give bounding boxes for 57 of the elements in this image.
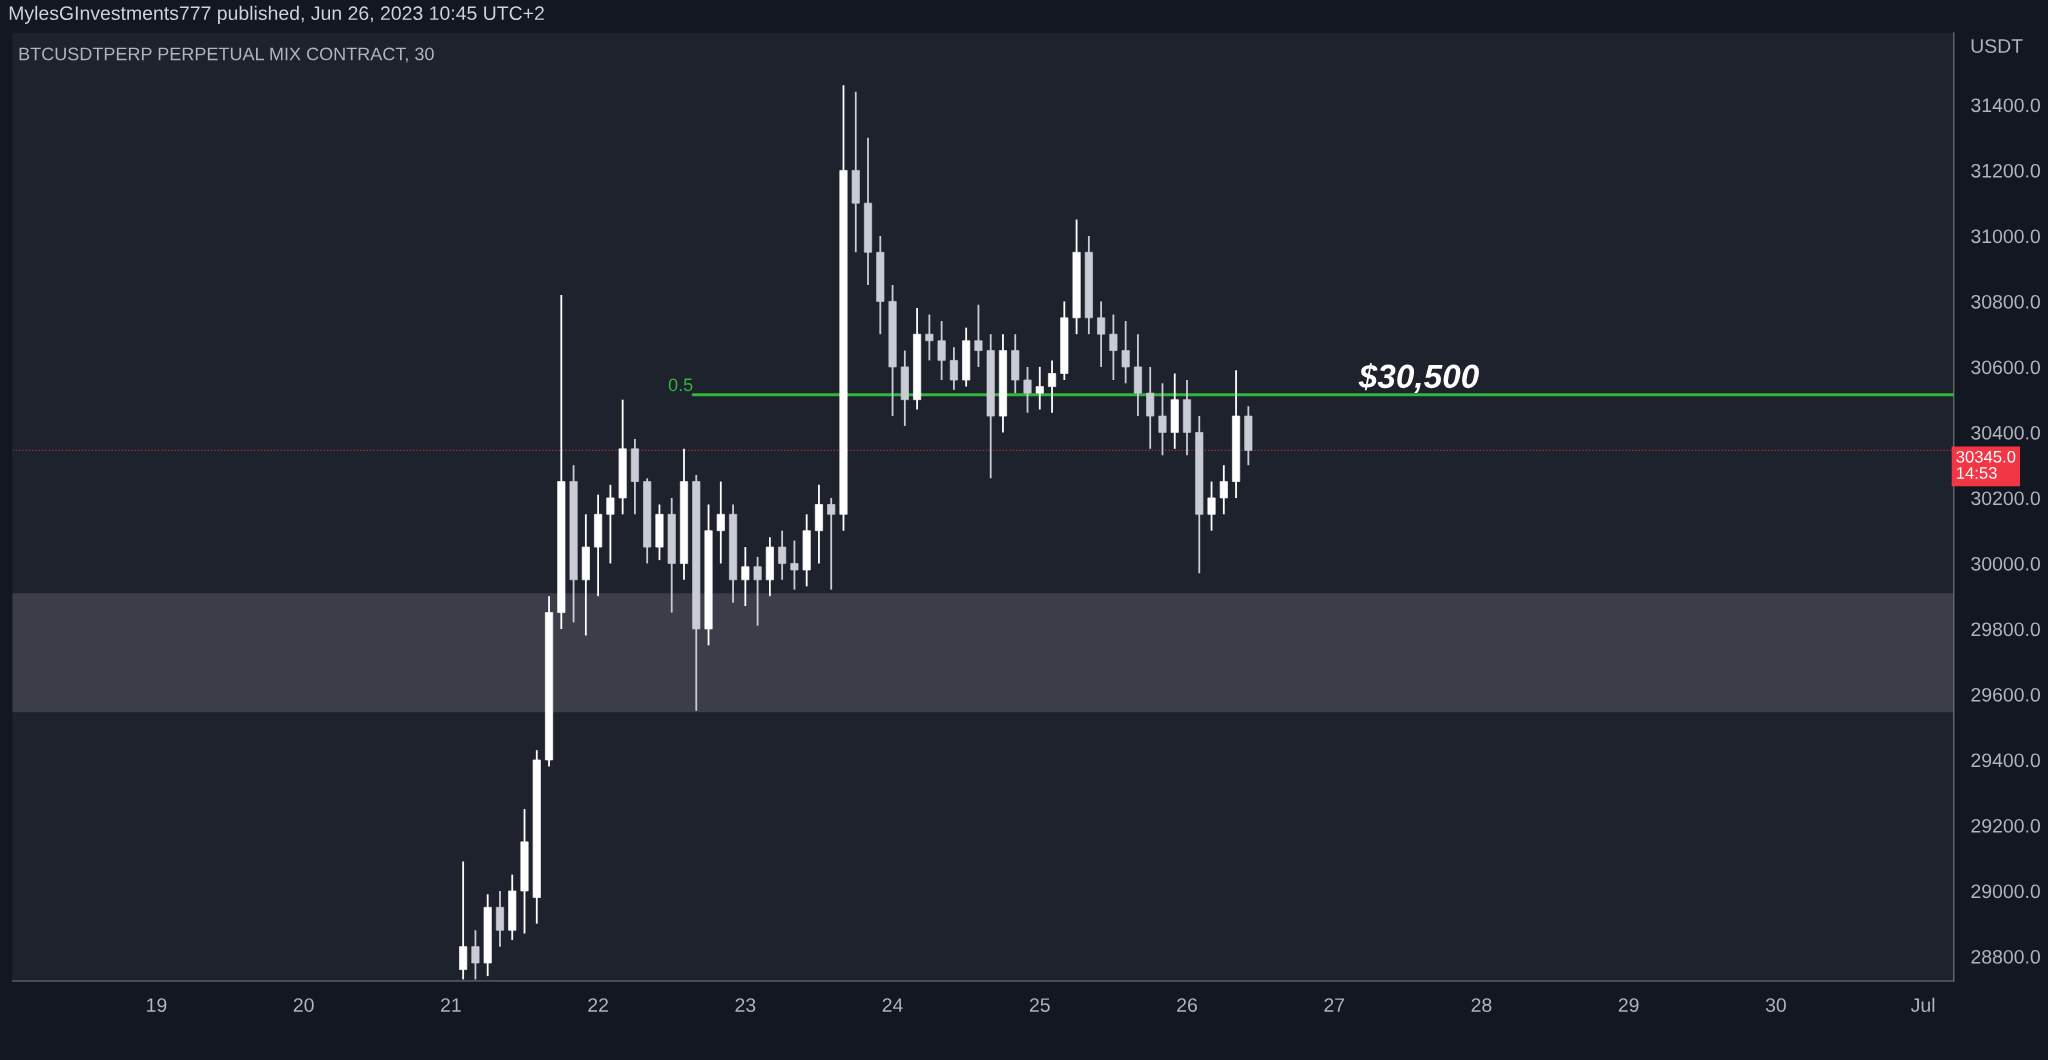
candlestick: [1035, 366, 1044, 411]
y-tick-label: 31000.0: [1971, 229, 2040, 244]
x-tick-label: 27: [1324, 998, 1345, 1012]
candlestick: [741, 546, 750, 607]
candlestick: [1121, 320, 1130, 385]
candlestick: [778, 529, 787, 581]
candlestick: [716, 480, 725, 565]
x-tick-label: 20: [293, 998, 314, 1012]
y-tick-label: 29000.0: [1971, 884, 2040, 899]
x-tick-label: 21: [441, 998, 461, 1012]
candlestick: [790, 539, 799, 591]
candlestick: [471, 929, 480, 981]
chart-title: MylesGInvestments777 published, Jun 26, 2023 10:45 UTC+2: [9, 5, 544, 24]
y-tick-label: 30800.0: [1971, 294, 2040, 309]
candlestick: [459, 860, 468, 981]
y-tick-label: 30000.0: [1971, 556, 2040, 571]
candlestick: [1109, 313, 1118, 381]
x-tick-label: 28: [1471, 998, 1492, 1012]
candlestick: [974, 303, 983, 368]
ref-line-label: 30345.0 14:53: [1956, 450, 2016, 479]
y-tick-label: 30200.0: [1971, 491, 2040, 506]
x-tick-label: 29: [1618, 998, 1639, 1012]
y-tick-label: 29800.0: [1971, 622, 2040, 637]
y-tick-label: 30400.0: [1971, 425, 2040, 440]
x-tick-label: 26: [1177, 998, 1197, 1012]
candlestick: [1219, 464, 1228, 516]
x-tick-label: 30: [1765, 998, 1786, 1012]
x-tick-label: 24: [882, 998, 903, 1012]
candlestick: [1146, 366, 1155, 450]
candlestick: [1207, 480, 1216, 532]
y-tick-label: 29200.0: [1971, 818, 2040, 833]
candlestick: [1158, 382, 1167, 457]
y-tick-label: 28800.0: [1971, 949, 2040, 964]
candlestick: [495, 890, 504, 948]
x-tick-label: 22: [588, 998, 608, 1012]
text: BTCUSDTPERP PERPETUAL MIX CONTRACT, 30: [19, 47, 434, 63]
candlestick: [753, 555, 762, 627]
annotation: 0.5: [668, 378, 693, 392]
annotation: $30,500: [1358, 363, 1479, 394]
y-tick-label: 31200.0: [1971, 163, 2040, 178]
x-tick-label: 19: [147, 998, 167, 1012]
y-axis-title: USDT: [1971, 39, 2023, 53]
candlestick: [1048, 359, 1057, 414]
x-tick-label: Jul: [1911, 997, 1935, 1012]
candlestick: [1097, 300, 1106, 368]
candlestick: [925, 313, 934, 362]
candlestick: [949, 346, 958, 391]
y-tick-label: 30600.0: [1971, 360, 2040, 375]
candlestick: [827, 497, 836, 591]
y-tick-label: 29600.0: [1971, 687, 2040, 702]
candlestick: [937, 320, 946, 381]
x-tick-label: 23: [735, 998, 756, 1012]
y-tick-label: 29400.0: [1971, 753, 2040, 768]
candlestick: [606, 483, 615, 565]
y-tick-label: 31400.0: [1971, 98, 2040, 113]
x-tick-label: 25: [1029, 998, 1050, 1012]
candlestick: [1023, 366, 1032, 414]
